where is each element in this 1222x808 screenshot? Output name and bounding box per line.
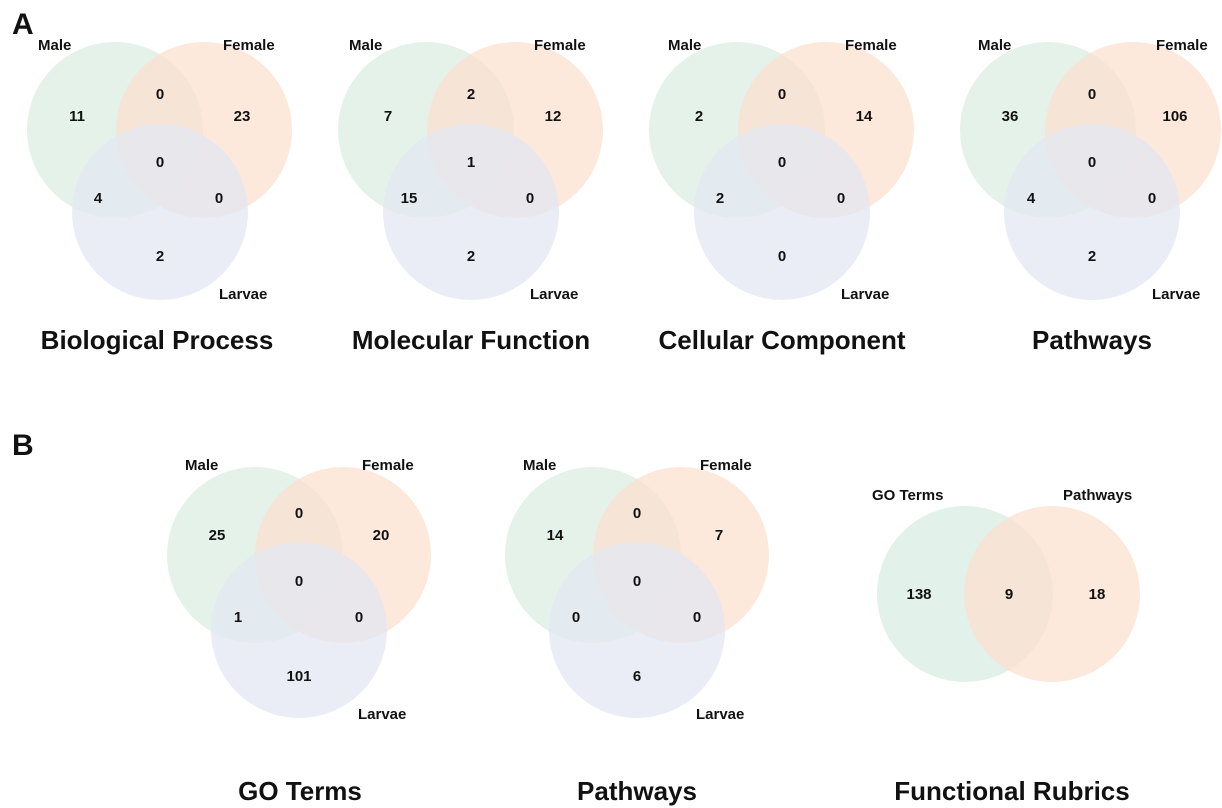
female-only-count: 20 [373,527,390,544]
female-larvae-count: 0 [693,609,701,626]
venn-molecular-function: Male Female Larvae 7 2 12 1 15 0 2 Molec… [338,37,603,355]
diagram-title: GO Terms [238,776,362,806]
female-only-count: 14 [856,108,873,125]
male-larvae-count: 4 [94,190,103,207]
male-label: Male [523,457,556,474]
male-only-count: 14 [547,527,564,544]
diagram-title: Cellular Component [658,325,905,355]
venn-functional-rubrics: GO Terms Pathways 138 9 18 Functional Ru… [872,487,1140,806]
pathways-label: Pathways [1063,487,1132,504]
male-label: Male [978,37,1011,54]
all-sets-count: 0 [1088,154,1096,171]
venn-biological-process: Male Female Larvae 11 0 23 0 4 0 2 Biolo… [27,37,292,355]
larvae-label: Larvae [219,286,267,303]
female-label: Female [362,457,414,474]
female-larvae-count: 0 [1148,190,1156,207]
larvae-circle [1004,124,1180,300]
shared-count: 9 [1005,586,1013,603]
female-larvae-count: 0 [526,190,534,207]
all-sets-count: 0 [778,154,786,171]
male-label: Male [349,37,382,54]
male-only-count: 11 [69,108,85,125]
male-female-count: 0 [1088,86,1096,103]
female-label: Female [700,457,752,474]
larvae-only-count: 6 [633,668,641,685]
female-only-count: 23 [234,108,251,125]
pathways-only-count: 18 [1089,586,1106,603]
female-only-count: 7 [715,527,723,544]
female-larvae-count: 0 [355,609,363,626]
female-larvae-count: 0 [837,190,845,207]
larvae-only-count: 0 [778,248,786,265]
larvae-only-count: 2 [156,248,164,265]
larvae-circle [211,542,387,718]
pathways-circle [964,506,1140,682]
venn-pathways: Male Female Larvae 36 0 106 0 4 0 2 Path… [960,37,1221,355]
diagram-title: Biological Process [41,325,274,355]
female-only-count: 106 [1162,108,1187,125]
diagram-title: Pathways [577,776,697,806]
male-label: Male [38,37,71,54]
go-terms-label: GO Terms [872,487,943,504]
larvae-label: Larvae [841,286,889,303]
all-sets-count: 0 [295,573,303,590]
male-larvae-count: 1 [234,609,242,626]
venn-go-terms: Male Female Larvae 25 0 20 0 1 0 101 GO … [167,457,431,806]
panel-a-letter: A [12,8,34,41]
male-label: Male [668,37,701,54]
male-only-count: 2 [695,108,703,125]
male-female-count: 0 [156,86,164,103]
larvae-only-count: 101 [286,668,311,685]
male-only-count: 36 [1002,108,1019,125]
male-larvae-count: 15 [401,190,418,207]
male-female-count: 0 [778,86,786,103]
go-terms-only-count: 138 [906,586,931,603]
larvae-label: Larvae [530,286,578,303]
diagram-title: Functional Rubrics [894,776,1129,806]
larvae-only-count: 2 [1088,248,1096,265]
female-label: Female [534,37,586,54]
larvae-circle [549,542,725,718]
diagram-title: Molecular Function [352,325,590,355]
male-larvae-count: 4 [1027,190,1036,207]
larvae-label: Larvae [1152,286,1200,303]
female-only-count: 12 [545,108,562,125]
all-sets-count: 1 [467,154,475,171]
larvae-only-count: 2 [467,248,475,265]
venn-pathways-b: Male Female Larvae 14 0 7 0 0 0 6 Pathwa… [505,457,769,806]
male-female-count: 0 [295,505,303,522]
venn-cellular-component: Male Female Larvae 2 0 14 0 2 0 0 Cellul… [649,37,914,355]
male-female-count: 0 [633,505,641,522]
female-label: Female [1156,37,1208,54]
all-sets-count: 0 [156,154,164,171]
all-sets-count: 0 [633,573,641,590]
larvae-circle [383,124,559,300]
larvae-label: Larvae [696,706,744,723]
male-larvae-count: 0 [572,609,580,626]
larvae-circle [72,124,248,300]
female-label: Female [845,37,897,54]
diagram-title: Pathways [1032,325,1152,355]
female-larvae-count: 0 [215,190,223,207]
panel-b-letter: B [12,429,34,462]
female-label: Female [223,37,275,54]
male-label: Male [185,457,218,474]
male-only-count: 7 [384,108,392,125]
male-female-count: 2 [467,86,475,103]
male-only-count: 25 [209,527,226,544]
larvae-label: Larvae [358,706,406,723]
male-larvae-count: 2 [716,190,724,207]
larvae-circle [694,124,870,300]
